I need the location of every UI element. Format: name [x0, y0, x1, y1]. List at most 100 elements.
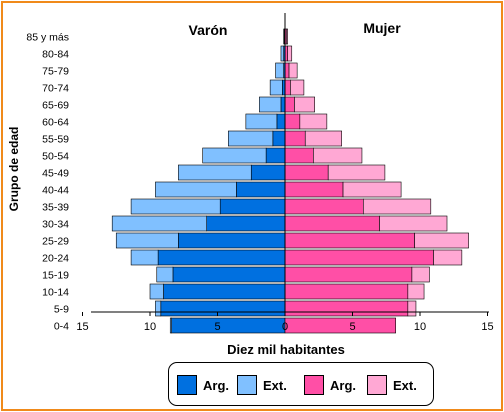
- bar-male-ext: [149, 283, 164, 300]
- y-tick-label: 30-34: [42, 219, 69, 231]
- legend-label: Ext.: [263, 377, 287, 393]
- bar-male-ext: [130, 249, 159, 266]
- legend-swatch: [237, 375, 257, 395]
- bar-female-ext: [407, 300, 417, 317]
- bar-male-ext: [245, 113, 278, 130]
- bar-female-ext: [299, 113, 328, 130]
- y-tick-label: 60-64: [42, 117, 69, 129]
- bar-female-ext: [288, 62, 298, 79]
- axes-layer: 0-4 5-9 10-14 15-19 20-24 25-29 30-34 35-39 40-4…: [26, 13, 494, 333]
- bar-female-arg: [284, 130, 306, 147]
- bar-male-arg: [280, 96, 286, 113]
- bar-female-arg: [284, 300, 409, 317]
- bar-female-arg: [284, 113, 301, 130]
- legend-swatch: [304, 375, 324, 395]
- x-tick-label: 5: [349, 321, 355, 333]
- bar-female-ext: [342, 181, 402, 198]
- bar-male-arg: [172, 266, 286, 283]
- bar-female-arg: [284, 181, 344, 198]
- y-tick-label: 20-24: [42, 253, 69, 265]
- bar-male-ext: [115, 232, 179, 249]
- bar-male-ext: [259, 96, 282, 113]
- legend-item: Arg.: [304, 374, 356, 396]
- bar-female-arg: [284, 96, 295, 113]
- bar-male-ext: [275, 62, 284, 79]
- y-tick-label: 85 y más: [26, 32, 69, 44]
- bar-female-arg: [284, 79, 291, 96]
- legend-item: Arg.: [177, 374, 229, 396]
- bar-male-ext: [280, 45, 284, 62]
- bars-layer: [111, 28, 469, 334]
- y-tick-label: 15-19: [42, 270, 69, 282]
- title-left: Varón: [189, 22, 228, 38]
- bar-female-arg: [284, 164, 329, 181]
- legend-swatch: [367, 375, 387, 395]
- population-pyramid-chart: 0-4 5-9 10-14 15-19 20-24 25-29 30-34 35-39 40-4…: [7, 13, 494, 357]
- bar-male-arg: [157, 249, 286, 266]
- bar-female-arg: [284, 249, 434, 266]
- bar-female-ext: [290, 79, 305, 96]
- bar-male-arg: [276, 113, 286, 130]
- bar-female-arg: [284, 317, 396, 334]
- bar-male-arg: [163, 283, 286, 300]
- y-tick-label: 50-54: [42, 151, 69, 163]
- bar-male-arg: [178, 232, 286, 249]
- y-tick-label: 75-79: [42, 66, 69, 78]
- y-tick-label: 45-49: [42, 168, 69, 180]
- bar-male-arg: [272, 130, 286, 147]
- legend-item: Ext.: [237, 374, 287, 396]
- y-tick-label: 10-14: [42, 287, 69, 299]
- y-tick-label: 70-74: [42, 83, 69, 95]
- bar-male-arg: [171, 317, 286, 334]
- bar-male-ext: [155, 181, 237, 198]
- bar-male-ext: [202, 147, 267, 164]
- x-tick-label: 15: [76, 321, 88, 333]
- legend-label: Arg.: [330, 377, 356, 393]
- bar-female-arg: [284, 283, 409, 300]
- bar-male-ext: [269, 79, 283, 96]
- bar-male-arg: [219, 198, 286, 215]
- y-tick-label: 35-39: [42, 202, 69, 214]
- bar-male-ext: [228, 130, 274, 147]
- x-tick-label: 10: [144, 321, 156, 333]
- bar-male-ext: [156, 266, 174, 283]
- title-right: Mujer: [363, 20, 401, 36]
- legend-label: Ext.: [393, 377, 417, 393]
- bar-female-ext: [294, 96, 316, 113]
- bar-female-ext: [287, 45, 293, 62]
- legend: Arg. Ext. Arg. Ext.: [168, 362, 434, 406]
- legend-label: Arg.: [203, 377, 229, 393]
- y-axis-label: Grupo de edad: [7, 127, 21, 212]
- bar-male-ext: [130, 198, 221, 215]
- bar-female-arg: [284, 62, 290, 79]
- y-tick-label: 65-69: [42, 100, 69, 112]
- y-tick-label: 80-84: [42, 49, 69, 61]
- bar-female-arg: [284, 232, 415, 249]
- bar-female-ext: [411, 266, 430, 283]
- bar-female-arg: [284, 147, 314, 164]
- x-tick-label: 10: [414, 321, 426, 333]
- bar-male-arg: [265, 147, 286, 164]
- bar-male-arg: [250, 164, 286, 181]
- bar-male-arg: [236, 181, 286, 198]
- x-axis-label: Diez mil habitantes: [227, 342, 345, 357]
- y-tick-label: 55-59: [42, 134, 69, 146]
- bar-male-ext: [283, 28, 285, 45]
- bar-female-arg: [284, 198, 364, 215]
- bar-male-ext: [178, 164, 252, 181]
- x-tick-label: 0: [282, 321, 288, 333]
- bar-female-ext: [379, 215, 448, 232]
- legend-item: Ext.: [367, 374, 417, 396]
- bar-female-ext: [433, 249, 463, 266]
- bar-male-arg: [206, 215, 286, 232]
- bar-female-ext: [304, 130, 343, 147]
- bar-female-ext: [313, 147, 363, 164]
- bar-female-ext: [362, 198, 432, 215]
- bar-female-ext: [414, 232, 469, 249]
- bar-female-ext: [407, 283, 425, 300]
- y-tick-label: 25-29: [42, 236, 69, 248]
- legend-swatch: [177, 375, 197, 395]
- bar-female-arg: [284, 215, 380, 232]
- y-tick-label: 40-44: [42, 185, 69, 197]
